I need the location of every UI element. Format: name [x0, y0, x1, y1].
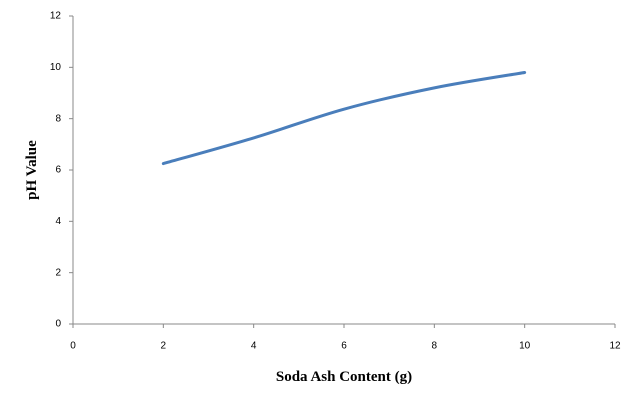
- y-tick-label: 12: [50, 11, 62, 22]
- x-axis-title: Soda Ash Content (g): [276, 369, 412, 385]
- y-axis-title: pH Value: [24, 140, 40, 200]
- line: [161, 70, 527, 166]
- y-tick-label: 8: [55, 113, 61, 124]
- y-tick-label: 10: [50, 62, 62, 73]
- y-tick-label: 4: [55, 216, 61, 227]
- x-tick-label: 12: [609, 341, 621, 352]
- x-tick-label: 0: [70, 341, 76, 352]
- x-tick-label: 8: [432, 341, 438, 352]
- x-tick-label: 4: [251, 341, 257, 352]
- x-tick-label: 2: [161, 341, 167, 352]
- y-tick-label: 2: [55, 267, 61, 278]
- y-tick-label: 6: [55, 165, 61, 176]
- y-tick-label: 0: [55, 319, 61, 330]
- x-tick-label: 6: [341, 341, 347, 352]
- x-tick-label: 10: [519, 341, 531, 352]
